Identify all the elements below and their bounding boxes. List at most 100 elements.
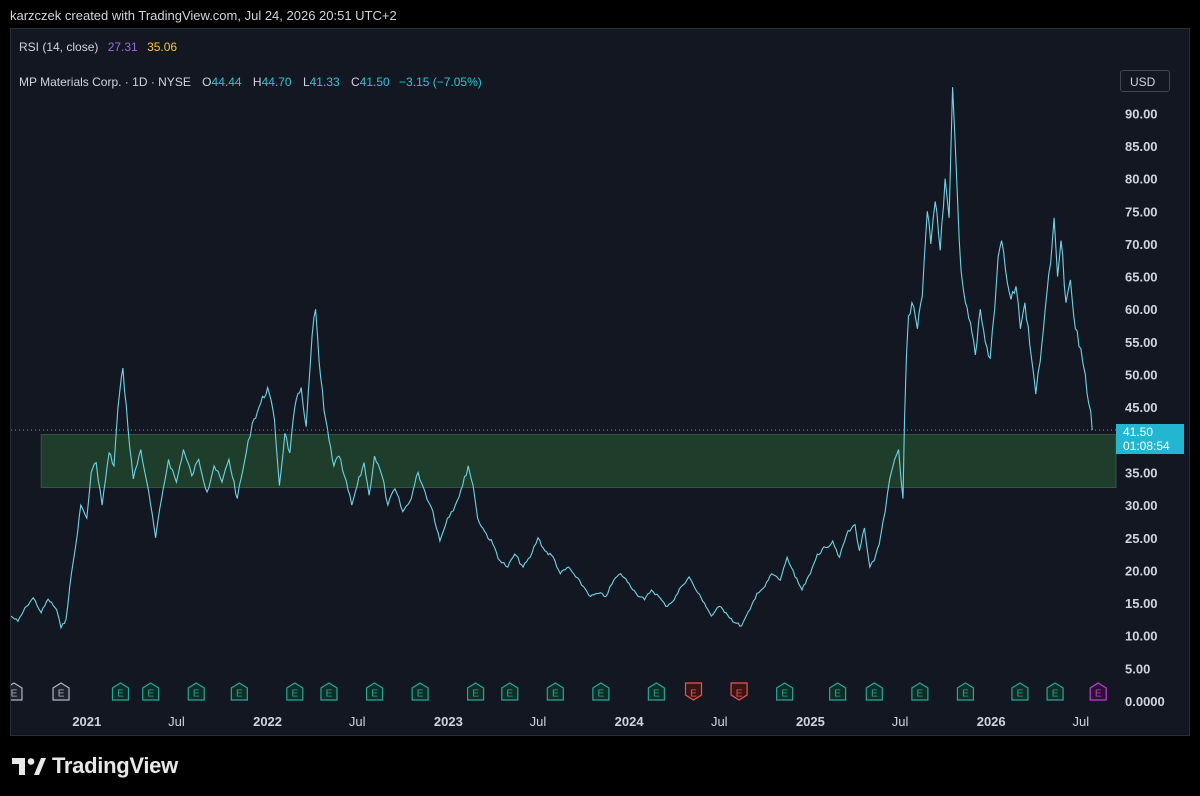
price-zone[interactable]: [40, 434, 1117, 488]
earnings-marker-badge: [1011, 682, 1029, 701]
x-axis-tick-label: 2026: [977, 714, 1006, 729]
earnings-marker-badge: [230, 682, 248, 701]
close-value: 41.50: [359, 75, 390, 89]
earnings-marker[interactable]: E: [320, 682, 338, 701]
earnings-marker-label: E: [552, 689, 559, 700]
earnings-marker[interactable]: E: [230, 682, 248, 701]
earnings-marker[interactable]: E: [1011, 682, 1029, 701]
earnings-marker-label: E: [653, 689, 660, 700]
y-axis-tick-label: 0.0000: [1125, 694, 1165, 709]
earnings-marker-label: E: [371, 689, 378, 700]
earnings-marker[interactable]: E: [11, 682, 23, 701]
earnings-marker-label: E: [291, 689, 298, 700]
earnings-marker-badge: [52, 682, 70, 701]
earnings-marker-badge: [592, 682, 610, 701]
earnings-marker-badge: [1089, 682, 1107, 701]
earnings-marker-badge: [776, 682, 794, 701]
open-value: 44.44: [211, 75, 242, 89]
y-axis-tick-label: 25.00: [1125, 531, 1158, 546]
earnings-marker-label: E: [58, 689, 65, 700]
x-axis-tick-label: Jul: [530, 714, 547, 729]
earnings-marker[interactable]: E: [187, 682, 205, 701]
earnings-marker[interactable]: E: [865, 682, 883, 701]
high-label: H: [252, 75, 262, 89]
rsi-legend[interactable]: RSI (14, close) 27.31 35.06: [19, 40, 177, 54]
rsi-indicator-name[interactable]: RSI (14, close): [19, 40, 99, 54]
tradingview-logo-icon: [12, 758, 46, 775]
y-axis-tick-label: 45.00: [1125, 400, 1158, 415]
x-axis-tick-label: Jul: [168, 714, 185, 729]
earnings-marker[interactable]: E: [592, 682, 610, 701]
price-chart[interactable]: E E E E E E E E E E E E E E E E E E E E E E E E E 90.00 85.00 80.0…: [11, 29, 1190, 736]
tradingview-wordmark[interactable]: TradingView: [52, 753, 178, 778]
high-value: 44.70: [261, 75, 292, 89]
y-axis-tick-label: 90.00: [1125, 106, 1158, 121]
earnings-marker[interactable]: E: [730, 682, 748, 701]
earnings-marker[interactable]: E: [647, 682, 665, 701]
earnings-marker[interactable]: E: [546, 682, 564, 701]
earnings-marker[interactable]: E: [776, 682, 794, 701]
earnings-marker[interactable]: E: [829, 682, 847, 701]
earnings-marker-badge: [829, 682, 847, 701]
x-axis-tick-label: 2023: [434, 714, 463, 729]
earnings-marker-badge: [865, 682, 883, 701]
y-axis-tick-label: 35.00: [1125, 465, 1158, 480]
currency-button[interactable]: USD: [1120, 70, 1170, 92]
earnings-marker-badge: [501, 682, 519, 701]
earnings-marker[interactable]: E: [1089, 682, 1107, 701]
symbol-name[interactable]: MP Materials Corp. · 1D · NYSE: [19, 75, 191, 89]
earnings-marker[interactable]: E: [52, 682, 70, 701]
earnings-marker[interactable]: E: [1046, 682, 1064, 701]
earnings-marker-label: E: [962, 689, 969, 700]
chart-panel[interactable]: E E E E E E E E E E E E E E E E E E E E E E E E E 90.00 85.00 80.0…: [10, 28, 1190, 736]
earnings-marker-badge: [546, 682, 564, 701]
x-axis-tick-label: Jul: [1073, 714, 1090, 729]
earnings-marker-badge: [956, 682, 975, 701]
earnings-marker-label: E: [236, 689, 243, 700]
earnings-marker[interactable]: E: [956, 682, 975, 701]
earnings-marker[interactable]: E: [286, 682, 304, 701]
y-axis-tick-label: 15.00: [1125, 596, 1158, 611]
earnings-marker-label: E: [1052, 689, 1059, 700]
earnings-marker[interactable]: E: [411, 682, 429, 701]
earnings-marker[interactable]: E: [911, 682, 929, 701]
earnings-marker-badge: [1046, 682, 1064, 701]
earnings-marker[interactable]: E: [466, 682, 485, 701]
y-axis-tick-label: 5.00: [1125, 661, 1150, 676]
x-axis-tick-label: Jul: [711, 714, 728, 729]
earnings-marker-badge: [647, 682, 665, 701]
low-value: 41.33: [309, 75, 340, 89]
earnings-marker-badge: [11, 682, 23, 701]
y-axis-tick-label: 60.00: [1125, 302, 1158, 317]
earnings-marker-badge: [365, 682, 384, 701]
earnings-marker-badge: [411, 682, 429, 701]
earnings-marker-label: E: [871, 689, 878, 700]
y-axis-tick-label: 75.00: [1125, 204, 1158, 219]
earnings-marker-badge: [142, 682, 160, 701]
earnings-marker-label: E: [117, 689, 124, 700]
earnings-marker-label: E: [1095, 689, 1102, 700]
earnings-marker-label: E: [11, 689, 18, 700]
earnings-marker-label: E: [781, 689, 788, 700]
x-axis-tick-label: 2024: [615, 714, 645, 729]
chart-credit: karzczek created with TradingView.com, J…: [10, 8, 397, 23]
price-series-line[interactable]: [11, 87, 1093, 630]
earnings-marker[interactable]: E: [684, 682, 703, 701]
earnings-marker[interactable]: E: [111, 682, 130, 701]
last-price-tag: 41.50 01:08:54: [1116, 424, 1184, 454]
close-label: C: [351, 75, 360, 89]
tradingview-branding[interactable]: TradingView: [12, 752, 178, 780]
earnings-marker[interactable]: E: [142, 682, 160, 701]
x-axis-tick-label: Jul: [892, 714, 909, 729]
x-axis-tick-label: Jul: [349, 714, 366, 729]
earnings-marker[interactable]: E: [501, 682, 519, 701]
earnings-marker[interactable]: E: [365, 682, 384, 701]
earnings-marker-badge: [466, 682, 485, 701]
x-axis-tick-label: 2021: [72, 714, 101, 729]
bar-countdown: 01:08:54: [1123, 439, 1170, 453]
x-axis-tick-label: 2025: [796, 714, 825, 729]
symbol-legend[interactable]: MP Materials Corp. · 1D · NYSE O44.44 H4…: [19, 75, 482, 89]
earnings-marker-label: E: [147, 689, 154, 700]
earnings-marker-badge: [286, 682, 304, 701]
earnings-marker-label: E: [690, 689, 697, 700]
